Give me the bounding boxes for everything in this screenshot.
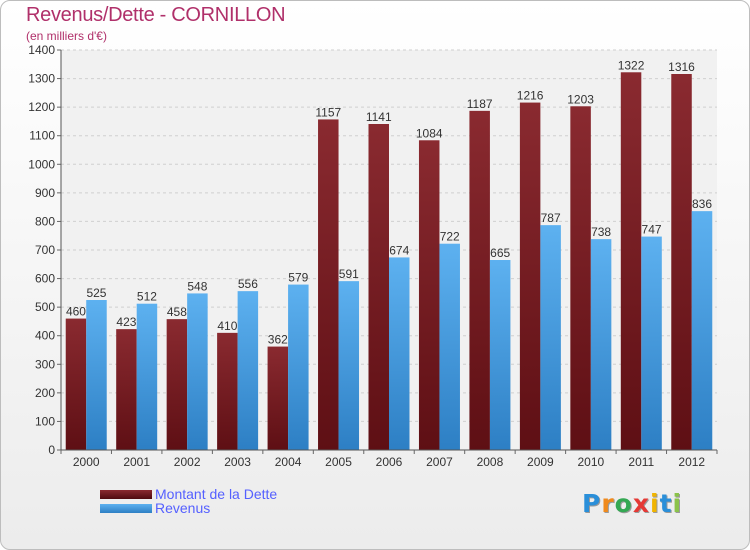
y-tick-label: 100 — [35, 414, 55, 428]
bar-revenus-2005 — [338, 281, 360, 450]
data-label-dette-2002: 458 — [167, 305, 187, 319]
bar-dette-2012 — [671, 74, 692, 450]
data-label-revenus-2011: 747 — [642, 223, 662, 237]
x-tick-label: 2011 — [628, 455, 654, 469]
bar-revenus-2009 — [540, 225, 561, 450]
bar-revenus-2007 — [439, 243, 460, 450]
data-label-dette-2003: 410 — [217, 319, 237, 333]
y-tick-label: 900 — [35, 186, 55, 200]
x-tick-label: 2002 — [174, 455, 201, 469]
y-tick-label: 400 — [35, 329, 55, 343]
logo-letter: i — [650, 489, 660, 518]
data-label-revenus-2009: 787 — [541, 211, 561, 225]
legend-item-dette: Montant de la Dette — [100, 486, 277, 502]
logo-letter: r — [601, 489, 615, 518]
y-tick-label: 1100 — [29, 129, 55, 143]
y-tick-label: 1000 — [28, 157, 55, 171]
x-tick-label: 2007 — [426, 455, 453, 469]
bar-dette-2009 — [519, 102, 541, 451]
data-label-revenus-2007: 722 — [440, 230, 460, 244]
bar-dette-2007 — [418, 140, 440, 451]
x-tick-label: 2001 — [123, 455, 150, 469]
bar-dette-2000 — [65, 318, 87, 450]
logo-letter: P — [582, 489, 602, 518]
x-tick-label: 2000 — [73, 455, 100, 469]
bar-revenus-2001 — [136, 303, 158, 450]
bar-dette-2010 — [570, 106, 591, 451]
bar-revenus-2003 — [237, 291, 259, 450]
legend-label-revenus: Revenus — [155, 500, 211, 516]
data-label-dette-2001: 423 — [116, 315, 136, 329]
legend-swatch-dette — [100, 489, 152, 499]
data-label-dette-2005: 1157 — [315, 105, 341, 119]
x-tick-label: 2008 — [477, 455, 504, 469]
data-label-dette-2006: 1141 — [366, 110, 392, 124]
bar-revenus-2010 — [590, 239, 612, 450]
data-label-dette-2009: 1216 — [517, 89, 544, 103]
bar-dette-2003 — [217, 332, 238, 450]
data-label-dette-2007: 1084 — [416, 126, 443, 140]
x-tick-label: 2005 — [325, 455, 352, 469]
y-tick-label: 1400 — [28, 43, 55, 57]
bar-dette-2001 — [116, 329, 137, 450]
bar-revenus-2000 — [86, 300, 107, 450]
y-tick-label: 1200 — [28, 100, 55, 114]
data-label-dette-2000: 460 — [66, 305, 86, 319]
data-label-revenus-2008: 665 — [490, 246, 510, 260]
bar-dette-2006 — [368, 124, 389, 450]
x-tick-label: 2012 — [678, 455, 705, 469]
data-label-revenus-2006: 674 — [389, 243, 409, 257]
bar-revenus-2012 — [691, 211, 713, 450]
x-tick-label: 2009 — [527, 455, 554, 469]
x-tick-label: 2003 — [224, 455, 251, 469]
logo-letter: o — [614, 489, 633, 518]
data-label-revenus-2001: 512 — [137, 290, 157, 304]
x-tick-label: 2006 — [376, 455, 403, 469]
chart-title: Revenus/Dette - CORNILLON — [26, 4, 286, 26]
bar-revenus-2006 — [389, 257, 410, 450]
data-label-dette-2010: 1203 — [567, 92, 594, 106]
bar-dette-2004 — [267, 346, 289, 450]
y-tick-label: 300 — [35, 357, 55, 371]
data-label-revenus-2000: 525 — [86, 286, 106, 300]
y-tick-label: 1300 — [28, 72, 55, 86]
data-label-dette-2004: 362 — [268, 333, 288, 347]
y-tick-label: 500 — [35, 300, 55, 314]
data-label-revenus-2005: 591 — [339, 267, 359, 281]
logo-letter: i — [672, 489, 683, 518]
bar-dette-2005 — [318, 119, 339, 450]
bar-dette-2008 — [469, 110, 490, 450]
x-tick-label: 2010 — [577, 455, 604, 469]
bar-revenus-2002 — [187, 293, 208, 450]
bar-dette-2011 — [620, 72, 642, 451]
legend-item-revenus: Revenus — [100, 500, 210, 516]
data-label-revenus-2002: 548 — [187, 279, 207, 293]
bar-revenus-2011 — [641, 236, 662, 450]
data-label-dette-2011: 1322 — [618, 58, 645, 72]
logo-letter: x — [632, 489, 650, 518]
bar-dette-2002 — [166, 319, 188, 450]
proxiti-logo: Proxiti — [582, 489, 682, 518]
y-tick-label: 0 — [48, 443, 55, 457]
y-tick-label: 200 — [35, 386, 55, 400]
legend-swatch-revenus — [100, 503, 152, 513]
logo-letter: t — [659, 489, 673, 518]
y-tick-label: 800 — [35, 214, 55, 228]
bar-revenus-2008 — [489, 260, 511, 450]
data-label-dette-2008: 1187 — [467, 97, 493, 111]
bar-revenus-2004 — [288, 284, 309, 450]
chart-subtitle: (en milliers d'€) — [26, 29, 107, 43]
data-label-dette-2012: 1316 — [668, 60, 695, 74]
data-label-revenus-2004: 579 — [288, 271, 308, 285]
x-tick-label: 2004 — [275, 455, 302, 469]
legend-label-dette: Montant de la Dette — [155, 486, 278, 502]
y-tick-label: 700 — [35, 243, 55, 257]
y-tick-label: 600 — [35, 272, 55, 286]
data-label-revenus-2012: 836 — [692, 197, 712, 211]
data-label-revenus-2003: 556 — [238, 277, 258, 291]
data-label-revenus-2010: 738 — [591, 225, 611, 239]
